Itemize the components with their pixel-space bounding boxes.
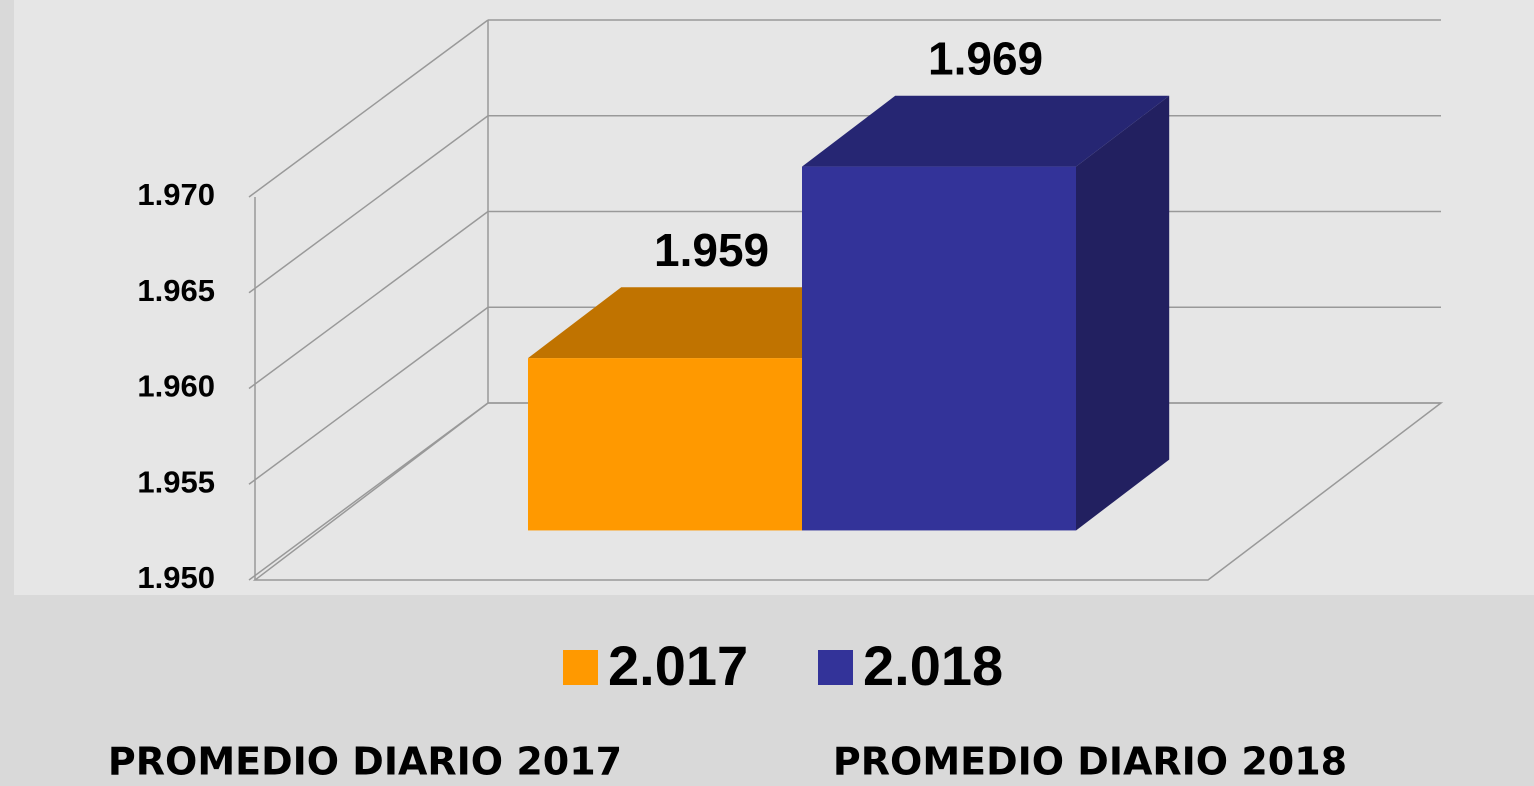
bar: [528, 358, 802, 531]
legend-swatch: [563, 650, 598, 685]
y-tick-label: 1.970: [137, 177, 215, 212]
y-tick-label: 1.950: [137, 560, 215, 595]
grid-line: [248, 402, 489, 581]
legend-label: 2.017: [608, 634, 748, 697]
y-tick-label: 1.955: [137, 464, 215, 499]
annotation: PROMEDIO DIARIO 2017: [108, 740, 622, 784]
grid-line: [248, 306, 489, 485]
legend-label: 2.018: [863, 634, 1003, 697]
annotation: PROMEDIO DIARIO 2018: [833, 740, 1347, 784]
data-label: 1.959: [654, 224, 769, 276]
bar: [802, 166, 1076, 531]
y-tick-label: 1.960: [137, 369, 215, 404]
grid-line: [248, 210, 489, 390]
bar-top: [802, 95, 1170, 167]
grid-line: [248, 115, 489, 294]
data-label: 1.969: [928, 33, 1043, 85]
bar-side: [1076, 95, 1170, 531]
legend-swatch: [818, 650, 853, 685]
y-tick-label: 1.965: [137, 273, 215, 308]
grid-line: [248, 19, 489, 198]
